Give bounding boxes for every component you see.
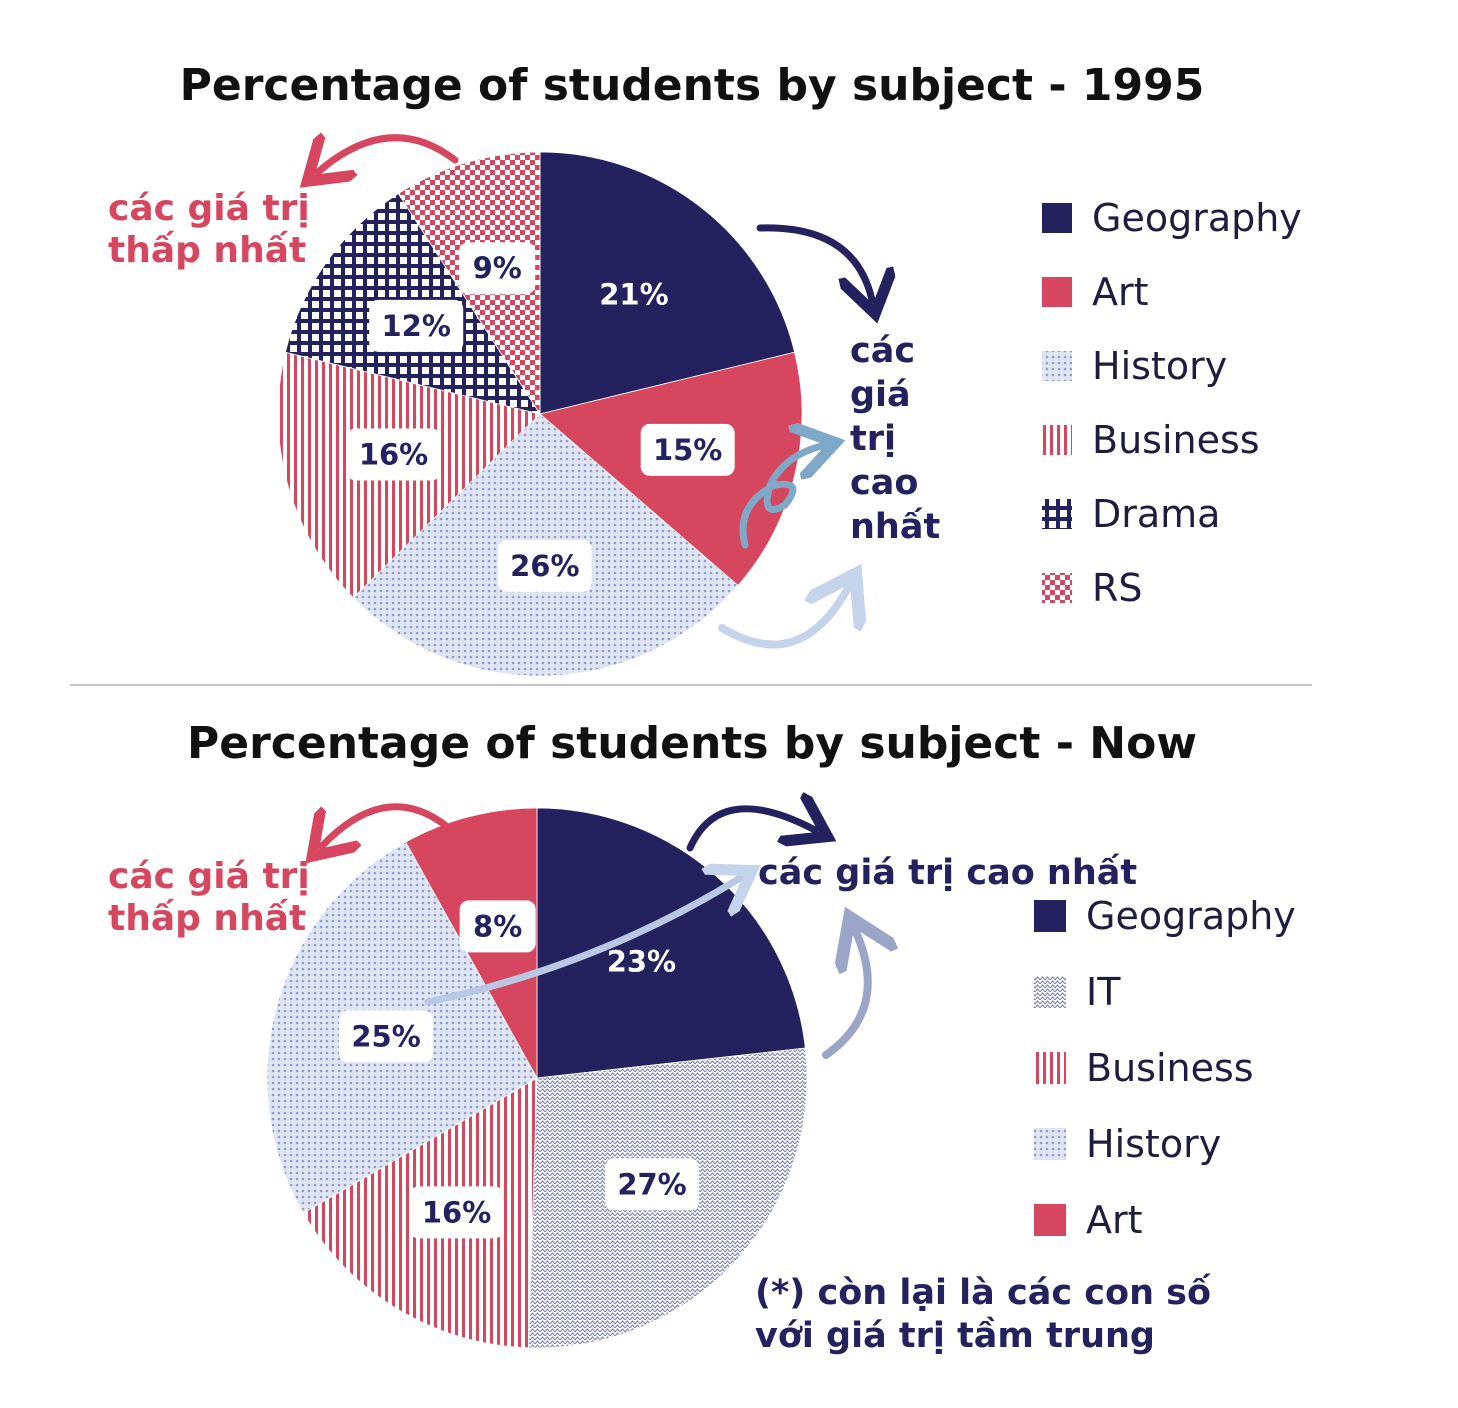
- legend-label-business-1995: Business: [1092, 418, 1260, 462]
- data-label-box-art-now: [459, 900, 536, 953]
- legend-label-it-now: IT: [1086, 970, 1121, 1014]
- data-label-business-now: 16%: [422, 1195, 491, 1229]
- legend-1995: Geography Art History Business Drama RS: [1042, 196, 1302, 610]
- legend-label-history-1995: History: [1092, 344, 1227, 388]
- data-label-box-business-now: [409, 1186, 504, 1239]
- highest-arrow-now: [686, 809, 815, 852]
- legend-now: Geography IT Business History Art: [1034, 894, 1296, 1242]
- chart-now: Percentage of students by subject - Now …: [108, 718, 1296, 1356]
- lowest-arrow-1995: [318, 138, 459, 172]
- lowest-arrow-now: [322, 803, 449, 846]
- lowest-note-now-line1: các giá trị: [108, 856, 310, 897]
- highest-note-1995-line5: nhất: [850, 507, 940, 547]
- data-label-geography-now: 23%: [607, 944, 676, 978]
- legend-label-art-now: Art: [1086, 1198, 1143, 1242]
- slice-geography-1995: [539, 151, 796, 415]
- data-label-geography-1995: 21%: [599, 278, 668, 312]
- highest-note-1995-line3: trị: [850, 419, 896, 459]
- history-arrow-1995: [718, 588, 848, 649]
- legend-label-geography-now: Geography: [1086, 894, 1296, 938]
- data-label-it-now: 27%: [617, 1167, 686, 1201]
- legend-swatch-geography-1995: [1042, 203, 1072, 233]
- chart-title-1995: Percentage of students by subject - 1995: [180, 60, 1205, 111]
- highest-arrow-1995: [756, 224, 872, 300]
- legend-swatch-business-1995: [1042, 425, 1072, 455]
- legend-label-business-now: Business: [1086, 1046, 1254, 1090]
- data-label-history-now: 25%: [351, 1019, 420, 1053]
- data-label-box-it-now: [605, 1158, 700, 1211]
- data-label-history-1995: 26%: [510, 549, 579, 583]
- footnote-line2: với giá trị tầm trung: [755, 1315, 1155, 1356]
- legend-label-geography-1995: Geography: [1092, 196, 1302, 240]
- data-label-drama-1995: 12%: [382, 309, 451, 343]
- legend-label-drama-1995: Drama: [1092, 492, 1220, 536]
- data-label-box-art-1995: [640, 423, 735, 476]
- highest-note-1995-line4: cao: [850, 463, 918, 503]
- highest-note-1995-line1: các: [850, 331, 915, 371]
- chart-1995: Percentage of students by subject - 1995…: [108, 60, 1302, 677]
- lowest-note-1995-line2: thấp nhất: [108, 230, 306, 271]
- legend-swatch-art-now: [1034, 1204, 1066, 1236]
- data-label-art-1995: 15%: [653, 433, 722, 467]
- legend-swatch-art-1995: [1042, 277, 1072, 307]
- pie-now: 23% 27% 16% 25% 8%: [266, 807, 808, 1349]
- slice-geography-now: [536, 807, 806, 1079]
- data-label-art-now: 8%: [473, 909, 522, 943]
- legend-label-rs-1995: RS: [1092, 566, 1143, 610]
- chart-title-now: Percentage of students by subject - Now: [187, 718, 1197, 769]
- data-label-box-rs-1995: [459, 242, 536, 295]
- data-label-box-business-1995: [346, 428, 441, 481]
- data-label-rs-1995: 9%: [473, 251, 522, 285]
- footnote-line1: (*) còn lại là các con số: [755, 1273, 1211, 1313]
- pie-1995: 21% 15% 26% 16% 12% 9%: [277, 151, 803, 677]
- history-arrow-now: [424, 878, 740, 1006]
- lowest-note-1995-line1: các giá trị: [108, 188, 310, 229]
- lowest-note-now-line2: thấp nhất: [108, 898, 306, 939]
- legend-swatch-history-1995: [1042, 351, 1072, 381]
- legend-swatch-history-now: [1034, 1128, 1066, 1160]
- legend-label-history-now: History: [1086, 1122, 1221, 1166]
- legend-swatch-rs-1995: [1042, 573, 1072, 603]
- data-label-business-1995: 16%: [359, 437, 428, 471]
- legend-swatch-it-now: [1034, 976, 1066, 1008]
- legend-swatch-drama-1995: [1042, 499, 1072, 529]
- legend-swatch-business-now: [1034, 1052, 1066, 1084]
- legend-label-art-1995: Art: [1092, 270, 1149, 314]
- data-label-box-history-now: [339, 1010, 434, 1063]
- highest-note-now: các giá trị cao nhất: [758, 853, 1137, 893]
- legend-swatch-geography-now: [1034, 900, 1066, 932]
- highest-note-1995-line2: giá: [850, 375, 911, 415]
- data-label-box-drama-1995: [369, 299, 464, 352]
- data-label-box-history-1995: [497, 539, 592, 592]
- it-arrow-now: [822, 932, 868, 1059]
- swirl-arrow-1995: [739, 446, 822, 549]
